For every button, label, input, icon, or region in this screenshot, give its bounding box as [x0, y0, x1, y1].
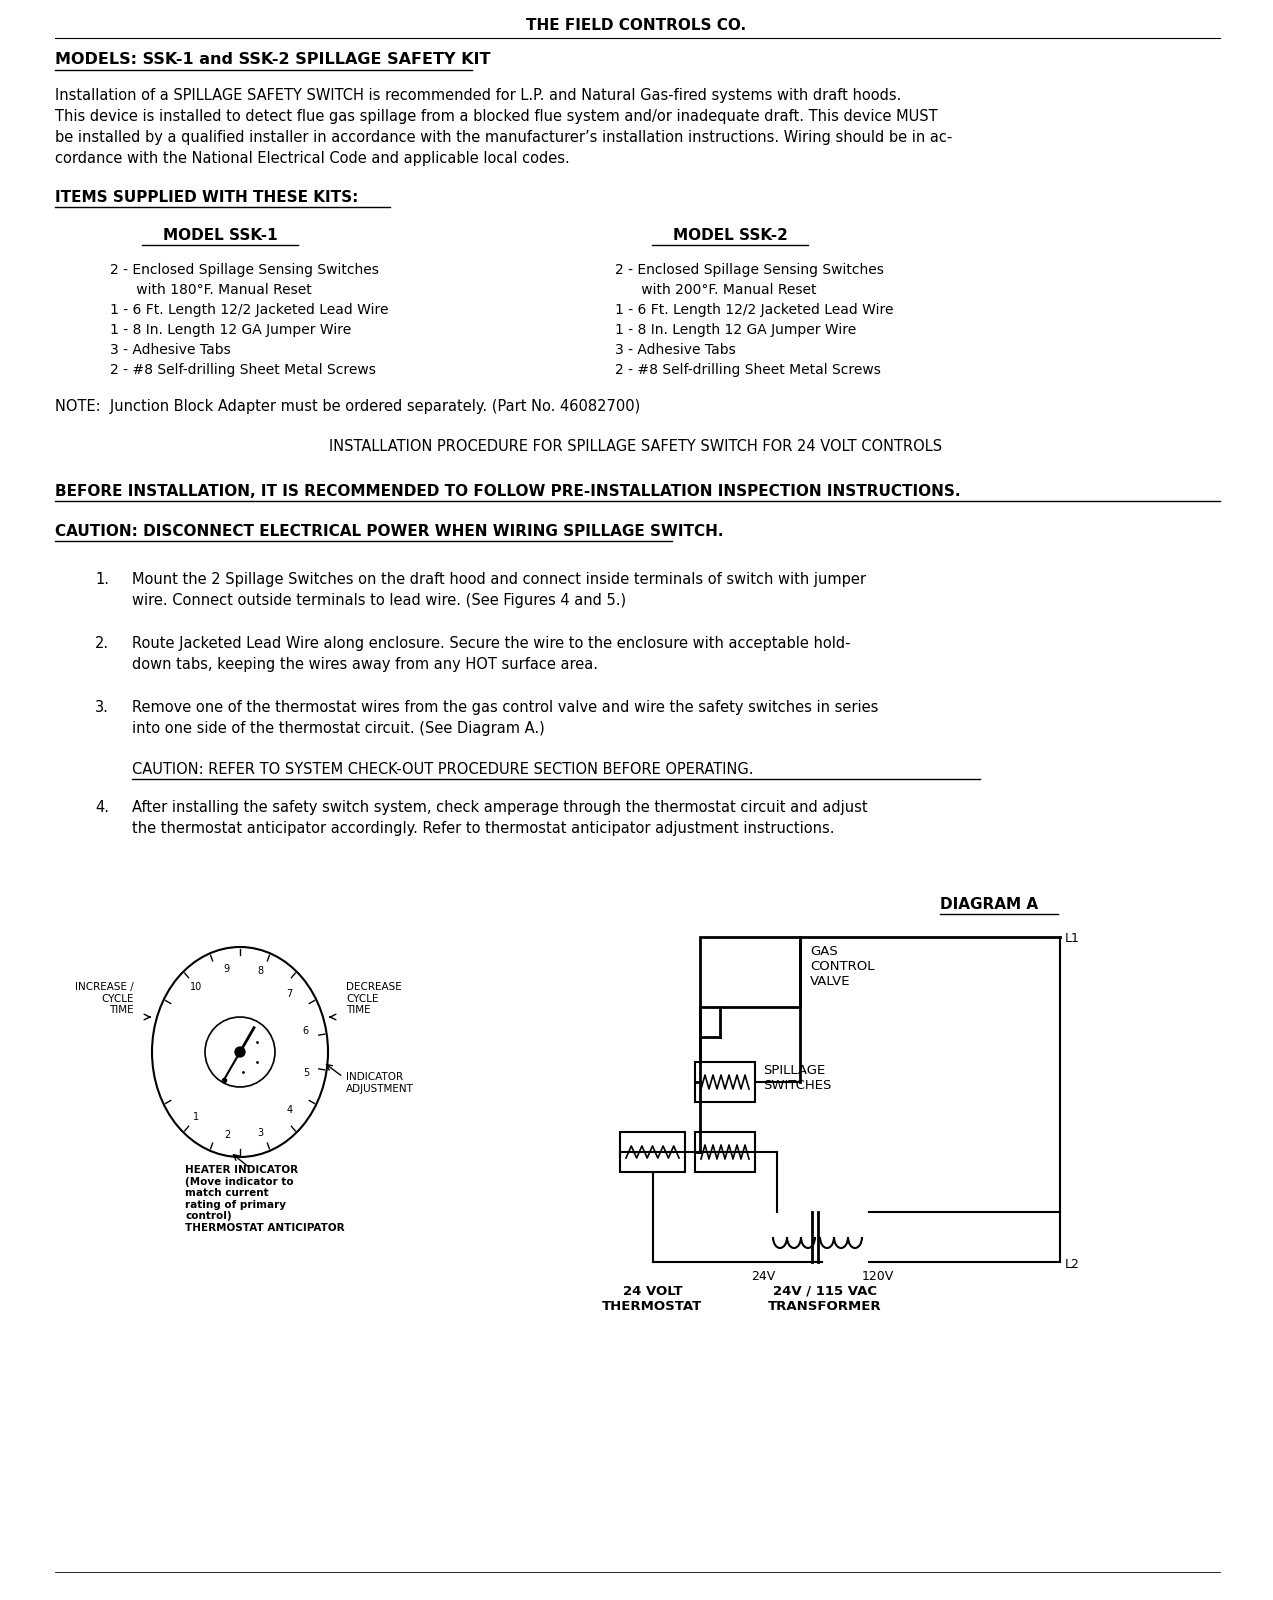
- Text: 24V / 115 VAC
TRANSFORMER: 24V / 115 VAC TRANSFORMER: [768, 1285, 882, 1314]
- Text: 2.: 2.: [95, 635, 109, 651]
- Text: 10: 10: [190, 982, 202, 992]
- Text: MODEL SSK-2: MODEL SSK-2: [672, 227, 788, 243]
- Text: THE FIELD CONTROLS CO.: THE FIELD CONTROLS CO.: [526, 18, 746, 34]
- Text: Route Jacketed Lead Wire along enclosure. Secure the wire to the enclosure with : Route Jacketed Lead Wire along enclosure…: [132, 635, 850, 651]
- Text: ITEMS SUPPLIED WITH THESE KITS:: ITEMS SUPPLIED WITH THESE KITS:: [55, 190, 359, 205]
- Text: CAUTION: REFER TO SYSTEM CHECK-OUT PROCEDURE SECTION BEFORE OPERATING.: CAUTION: REFER TO SYSTEM CHECK-OUT PROCE…: [132, 762, 754, 778]
- Text: Mount the 2 Spillage Switches on the draft hood and connect inside terminals of : Mount the 2 Spillage Switches on the dra…: [132, 573, 866, 587]
- Text: 2 - Enclosed Spillage Sensing Switches: 2 - Enclosed Spillage Sensing Switches: [109, 262, 379, 277]
- Text: L2: L2: [1066, 1258, 1080, 1270]
- Text: 1 - 8 In. Length 12 GA Jumper Wire: 1 - 8 In. Length 12 GA Jumper Wire: [615, 323, 857, 338]
- Text: 4: 4: [286, 1106, 293, 1115]
- Text: DIAGRAM A: DIAGRAM A: [939, 898, 1037, 912]
- Text: 24 VOLT
THERMOSTAT: 24 VOLT THERMOSTAT: [602, 1285, 703, 1314]
- Text: 2 - #8 Self-drilling Sheet Metal Screws: 2 - #8 Self-drilling Sheet Metal Screws: [615, 363, 881, 378]
- Text: with 180°F. Manual Reset: with 180°F. Manual Reset: [109, 283, 312, 298]
- Text: 2 - #8 Self-drilling Sheet Metal Screws: 2 - #8 Self-drilling Sheet Metal Screws: [109, 363, 376, 378]
- Text: 24V: 24V: [751, 1270, 775, 1283]
- Circle shape: [205, 1018, 275, 1086]
- Text: 6: 6: [303, 1026, 309, 1035]
- Circle shape: [236, 1046, 244, 1058]
- Text: 3 - Adhesive Tabs: 3 - Adhesive Tabs: [615, 342, 736, 357]
- Text: INSTALLATION PROCEDURE FOR SPILLAGE SAFETY SWITCH FOR 24 VOLT CONTROLS: INSTALLATION PROCEDURE FOR SPILLAGE SAFE…: [330, 438, 942, 454]
- Text: 4.: 4.: [95, 800, 109, 814]
- Text: be installed by a qualified installer in accordance with the manufacturer’s inst: be installed by a qualified installer in…: [55, 130, 952, 146]
- Text: After installing the safety switch system, check amperage through the thermostat: After installing the safety switch syste…: [132, 800, 868, 814]
- Text: 8: 8: [257, 966, 264, 976]
- Text: 2 - Enclosed Spillage Sensing Switches: 2 - Enclosed Spillage Sensing Switches: [615, 262, 883, 277]
- Text: 3: 3: [257, 1128, 264, 1138]
- Text: MODEL SSK-1: MODEL SSK-1: [163, 227, 278, 243]
- Ellipse shape: [151, 947, 328, 1157]
- Text: NOTE:  Junction Block Adapter must be ordered separately. (Part No. 46082700): NOTE: Junction Block Adapter must be ord…: [55, 398, 640, 414]
- Text: 120V: 120V: [862, 1270, 894, 1283]
- Text: INDICATOR
ADJUSTMENT: INDICATOR ADJUSTMENT: [346, 1072, 414, 1094]
- Text: 7: 7: [286, 989, 293, 998]
- Text: 2: 2: [224, 1131, 230, 1141]
- Text: 3.: 3.: [95, 701, 109, 715]
- Text: Remove one of the thermostat wires from the gas control valve and wire the safet: Remove one of the thermostat wires from …: [132, 701, 878, 715]
- Text: MODELS: SSK-1 and SSK-2 SPILLAGE SAFETY KIT: MODELS: SSK-1 and SSK-2 SPILLAGE SAFETY …: [55, 51, 490, 67]
- Text: HEATER INDICATOR
(Move indicator to
match current
rating of primary
control)
THE: HEATER INDICATOR (Move indicator to matc…: [185, 1165, 345, 1234]
- Text: cordance with the National Electrical Code and applicable local codes.: cordance with the National Electrical Co…: [55, 150, 570, 166]
- Text: SPILLAGE
SWITCHES: SPILLAGE SWITCHES: [763, 1064, 831, 1091]
- Text: BEFORE INSTALLATION, IT IS RECOMMENDED TO FOLLOW PRE-INSTALLATION INSPECTION INS: BEFORE INSTALLATION, IT IS RECOMMENDED T…: [55, 483, 961, 499]
- Text: 5: 5: [303, 1069, 309, 1078]
- Text: INCREASE /
CYCLE
TIME: INCREASE / CYCLE TIME: [75, 982, 134, 1016]
- Text: L1: L1: [1066, 933, 1080, 946]
- Text: down tabs, keeping the wires away from any HOT surface area.: down tabs, keeping the wires away from a…: [132, 658, 598, 672]
- Text: 3 - Adhesive Tabs: 3 - Adhesive Tabs: [109, 342, 230, 357]
- Text: DECREASE
CYCLE
TIME: DECREASE CYCLE TIME: [346, 982, 402, 1016]
- Text: wire. Connect outside terminals to lead wire. (See Figures 4 and 5.): wire. Connect outside terminals to lead …: [132, 594, 626, 608]
- Text: CAUTION: DISCONNECT ELECTRICAL POWER WHEN WIRING SPILLAGE SWITCH.: CAUTION: DISCONNECT ELECTRICAL POWER WHE…: [55, 525, 723, 539]
- Bar: [695, 1062, 755, 1102]
- Text: 1 - 6 Ft. Length 12/2 Jacketed Lead Wire: 1 - 6 Ft. Length 12/2 Jacketed Lead Wire: [109, 302, 388, 317]
- Bar: [695, 1133, 755, 1171]
- Bar: [700, 938, 799, 1006]
- Text: 1 - 6 Ft. Length 12/2 Jacketed Lead Wire: 1 - 6 Ft. Length 12/2 Jacketed Lead Wire: [615, 302, 894, 317]
- Text: into one side of the thermostat circuit. (See Diagram A.): into one side of the thermostat circuit.…: [132, 722, 545, 736]
- Text: 1: 1: [193, 1112, 200, 1122]
- Text: This device is installed to detect flue gas spillage from a blocked flue system : This device is installed to detect flue …: [55, 109, 938, 125]
- Text: Installation of a SPILLAGE SAFETY SWITCH is recommended for L.P. and Natural Gas: Installation of a SPILLAGE SAFETY SWITCH…: [55, 88, 901, 102]
- Text: the thermostat anticipator accordingly. Refer to thermostat anticipator adjustme: the thermostat anticipator accordingly. …: [132, 821, 835, 835]
- Text: GAS
CONTROL
VALVE: GAS CONTROL VALVE: [810, 946, 875, 987]
- Text: 1 - 8 In. Length 12 GA Jumper Wire: 1 - 8 In. Length 12 GA Jumper Wire: [109, 323, 351, 338]
- Text: 1.: 1.: [95, 573, 109, 587]
- Text: with 200°F. Manual Reset: with 200°F. Manual Reset: [615, 283, 816, 298]
- Bar: [620, 1133, 685, 1171]
- Text: 9: 9: [224, 963, 230, 973]
